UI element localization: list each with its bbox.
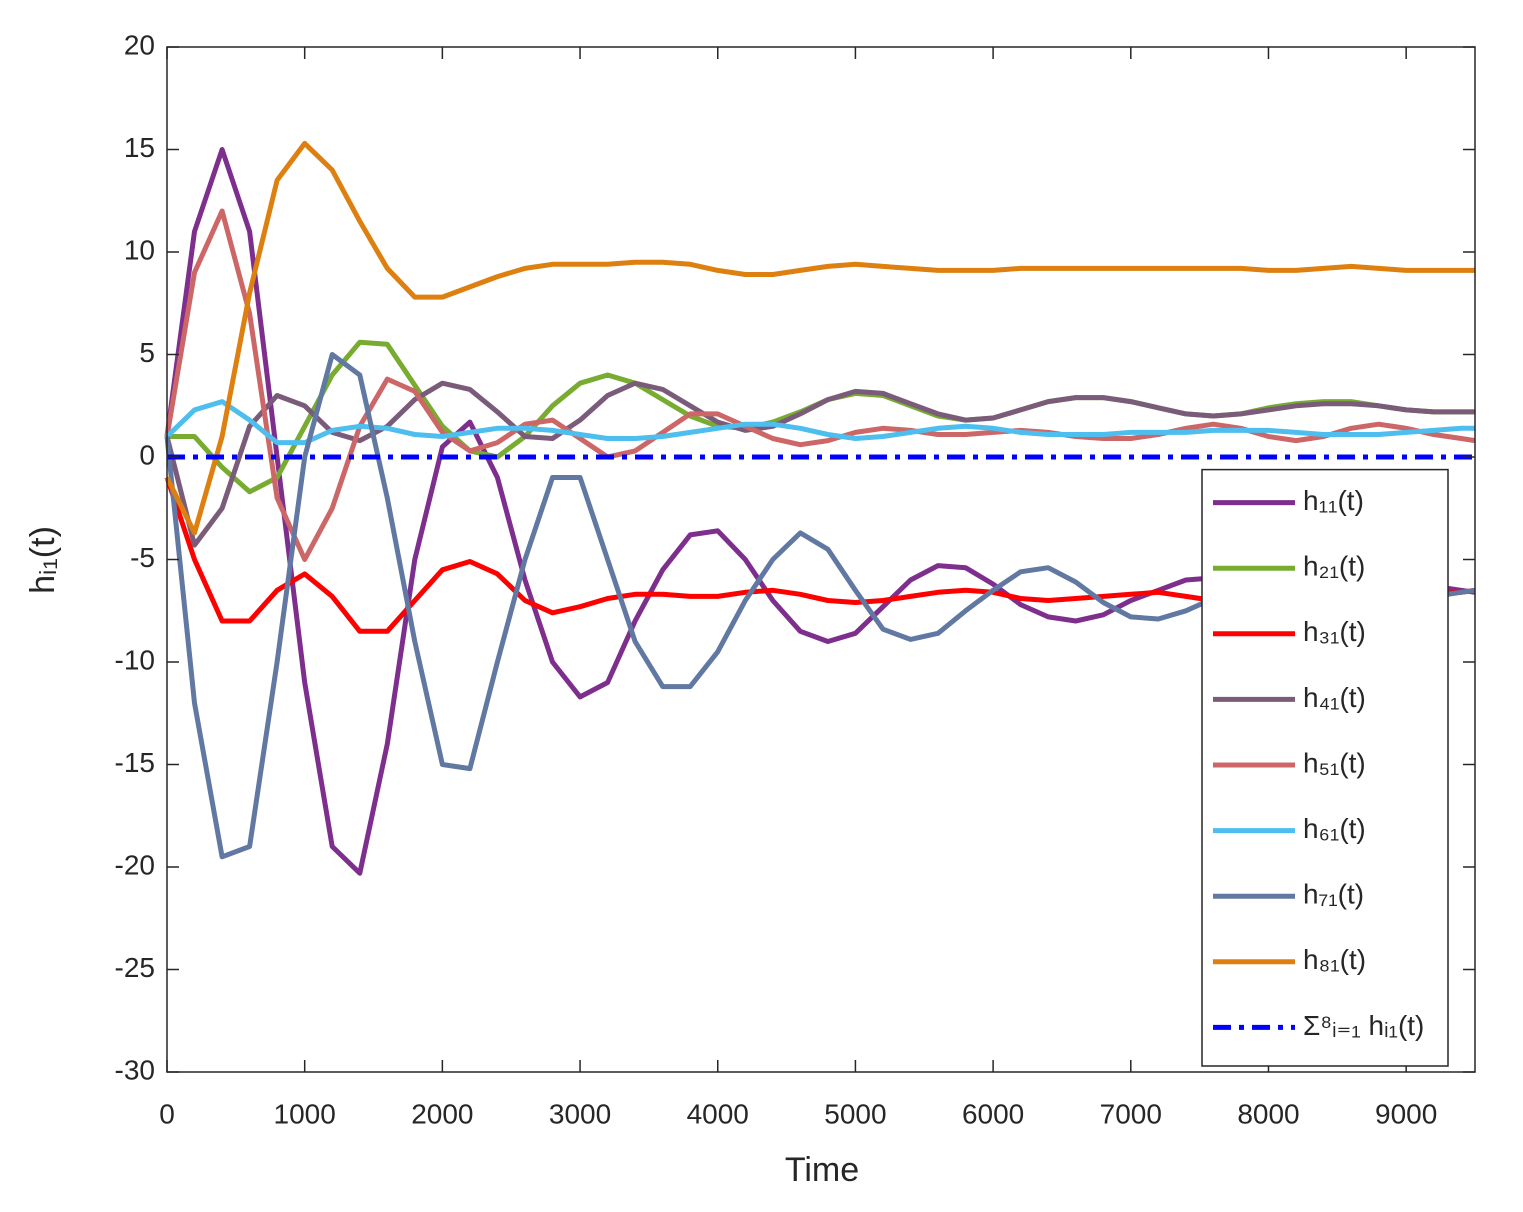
legend-label: h₃₁(t) (1303, 616, 1366, 647)
legend-label: h₈₁(t) (1303, 944, 1366, 975)
x-tick-label: 0 (159, 1098, 175, 1129)
x-tick-label: 6000 (962, 1098, 1024, 1129)
legend-label: h₂₁(t) (1303, 551, 1365, 582)
legend-label: h₄₁(t) (1303, 682, 1366, 713)
y-tick-label: 5 (139, 337, 155, 368)
y-tick-label: 15 (124, 132, 155, 163)
x-tick-label: 7000 (1100, 1098, 1162, 1129)
y-tick-label: -15 (115, 747, 155, 778)
x-tick-label: 2000 (411, 1098, 473, 1129)
x-axis-label: Time (785, 1151, 859, 1189)
legend-label: h₇₁(t) (1303, 879, 1364, 910)
legend-label: h₆₁(t) (1303, 813, 1366, 844)
x-tick-label: 1000 (274, 1098, 336, 1129)
x-tick-label: 8000 (1237, 1098, 1299, 1129)
series-line (164, 208, 1476, 562)
x-tick-label: 4000 (687, 1098, 749, 1129)
x-tick-label: 3000 (549, 1098, 611, 1129)
y-tick-label: 10 (124, 234, 155, 265)
y-tick-label: -5 (130, 542, 155, 573)
y-tick-label: -10 (115, 644, 155, 675)
legend-label: h₅₁(t) (1303, 747, 1366, 778)
series-line (164, 140, 1475, 536)
x-tick-label: 9000 (1375, 1098, 1437, 1129)
y-tick-label: -30 (115, 1054, 155, 1085)
y-axis-label: hᵢ₁(t) (24, 526, 62, 594)
y-tick-label: 0 (139, 439, 155, 470)
y-tick-label: -25 (115, 952, 155, 983)
y-tick-label: -20 (115, 849, 155, 880)
legend-label: h₁₁(t) (1303, 485, 1364, 516)
y-tick-label: 20 (124, 29, 155, 60)
series-line (165, 399, 1475, 446)
legend-label: Σ⁸ᵢ₌₁ hᵢ₁(t) (1303, 1010, 1424, 1041)
x-tick-label: 5000 (824, 1098, 886, 1129)
